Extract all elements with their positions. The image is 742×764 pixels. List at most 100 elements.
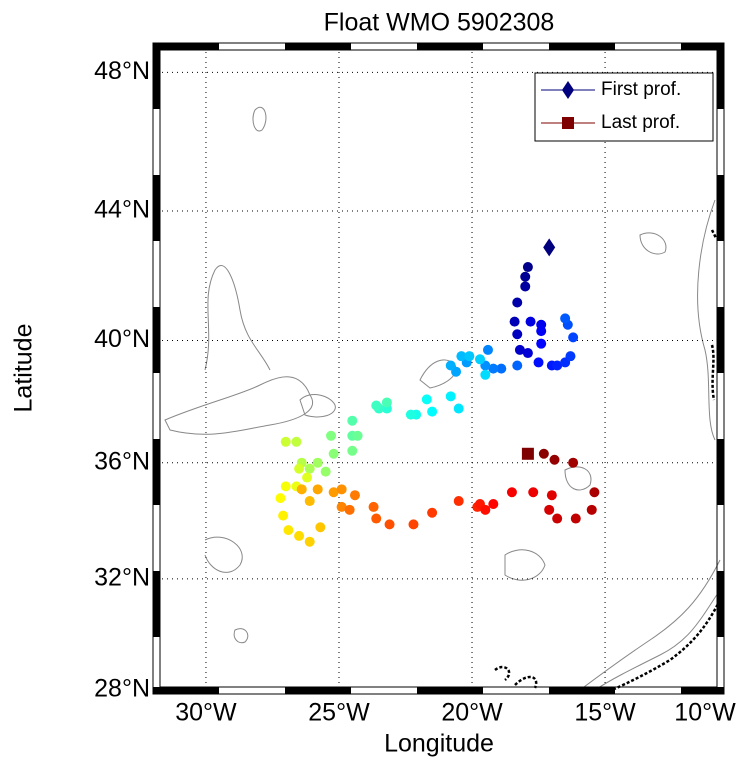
point bbox=[347, 415, 358, 426]
legend-box bbox=[534, 72, 714, 142]
point bbox=[565, 351, 576, 362]
contour bbox=[504, 549, 546, 581]
marker-diamond bbox=[562, 81, 574, 99]
legend-label: Last prof. bbox=[601, 112, 680, 133]
x-tick-label: 20°W bbox=[441, 699, 503, 727]
coastline bbox=[710, 344, 716, 401]
point bbox=[560, 313, 571, 324]
point bbox=[336, 501, 347, 512]
point bbox=[328, 487, 339, 498]
point bbox=[312, 484, 323, 495]
y-tick-label: 48°N bbox=[94, 57, 150, 85]
x-tick-label: 30°W bbox=[175, 699, 237, 727]
point bbox=[546, 490, 557, 501]
point bbox=[278, 510, 289, 521]
y-tick-label: 40°N bbox=[94, 325, 150, 353]
contour bbox=[594, 589, 721, 691]
point bbox=[304, 496, 315, 507]
contour bbox=[164, 376, 313, 435]
point bbox=[328, 448, 339, 459]
point bbox=[533, 357, 544, 368]
contour bbox=[299, 394, 336, 418]
x-tick-label: 25°W bbox=[308, 699, 370, 727]
point bbox=[326, 430, 337, 441]
chart-title: Float WMO 5902308 bbox=[324, 9, 555, 37]
point bbox=[586, 504, 597, 515]
point bbox=[445, 391, 456, 402]
bathymetry bbox=[164, 107, 722, 692]
point bbox=[336, 484, 347, 495]
point bbox=[291, 436, 302, 447]
x-tick-label: 10°W bbox=[674, 699, 736, 727]
point bbox=[482, 344, 493, 355]
point bbox=[512, 329, 523, 340]
point bbox=[304, 463, 315, 474]
point bbox=[522, 348, 533, 359]
point bbox=[312, 457, 323, 468]
grid bbox=[157, 47, 720, 690]
x-tick-label: 15°W bbox=[574, 699, 636, 727]
point bbox=[405, 409, 416, 420]
point bbox=[453, 496, 464, 507]
point bbox=[589, 487, 600, 498]
point bbox=[528, 487, 539, 498]
coastline bbox=[494, 665, 538, 689]
contour bbox=[204, 536, 243, 573]
contour bbox=[564, 466, 592, 491]
point bbox=[488, 498, 499, 509]
point bbox=[464, 351, 475, 362]
contour bbox=[639, 232, 667, 255]
marker-diamond bbox=[543, 238, 556, 257]
contour bbox=[579, 559, 721, 691]
y-tick-label: 36°N bbox=[94, 447, 150, 475]
frame-inner bbox=[159, 49, 718, 688]
y-axis-label: Latitude bbox=[10, 324, 38, 413]
point bbox=[283, 525, 294, 536]
point bbox=[344, 504, 355, 515]
point bbox=[304, 536, 315, 547]
y-tick-label: 44°N bbox=[94, 196, 150, 224]
point bbox=[371, 400, 382, 411]
point bbox=[421, 394, 432, 405]
point bbox=[536, 338, 547, 349]
contour bbox=[252, 107, 267, 132]
marker-square bbox=[521, 447, 534, 460]
point bbox=[512, 360, 523, 371]
point bbox=[381, 397, 392, 408]
point bbox=[568, 457, 579, 468]
point bbox=[552, 360, 563, 371]
point bbox=[509, 316, 520, 327]
point bbox=[520, 281, 531, 292]
contour bbox=[204, 265, 271, 371]
point bbox=[427, 507, 438, 518]
point bbox=[453, 403, 464, 414]
contour bbox=[233, 628, 249, 644]
point bbox=[525, 316, 536, 327]
point bbox=[315, 522, 326, 533]
point bbox=[371, 513, 382, 524]
point bbox=[475, 354, 486, 365]
point bbox=[496, 363, 507, 374]
point bbox=[294, 463, 305, 474]
point bbox=[480, 369, 491, 380]
point bbox=[408, 519, 419, 530]
contour bbox=[697, 199, 716, 441]
point bbox=[544, 504, 555, 515]
point bbox=[549, 454, 560, 465]
point bbox=[488, 363, 499, 374]
point bbox=[512, 297, 523, 308]
point bbox=[520, 271, 531, 282]
coastline bbox=[710, 229, 718, 239]
point bbox=[536, 326, 547, 337]
point bbox=[506, 487, 517, 498]
y-tick-label: 28°N bbox=[94, 675, 150, 703]
x-axis-label: Longitude bbox=[384, 730, 494, 758]
point bbox=[456, 351, 467, 362]
point bbox=[368, 501, 379, 512]
point bbox=[275, 493, 286, 504]
point bbox=[320, 466, 331, 477]
point bbox=[384, 519, 395, 530]
point bbox=[349, 490, 360, 501]
marker-square bbox=[562, 117, 574, 129]
point bbox=[296, 484, 307, 495]
